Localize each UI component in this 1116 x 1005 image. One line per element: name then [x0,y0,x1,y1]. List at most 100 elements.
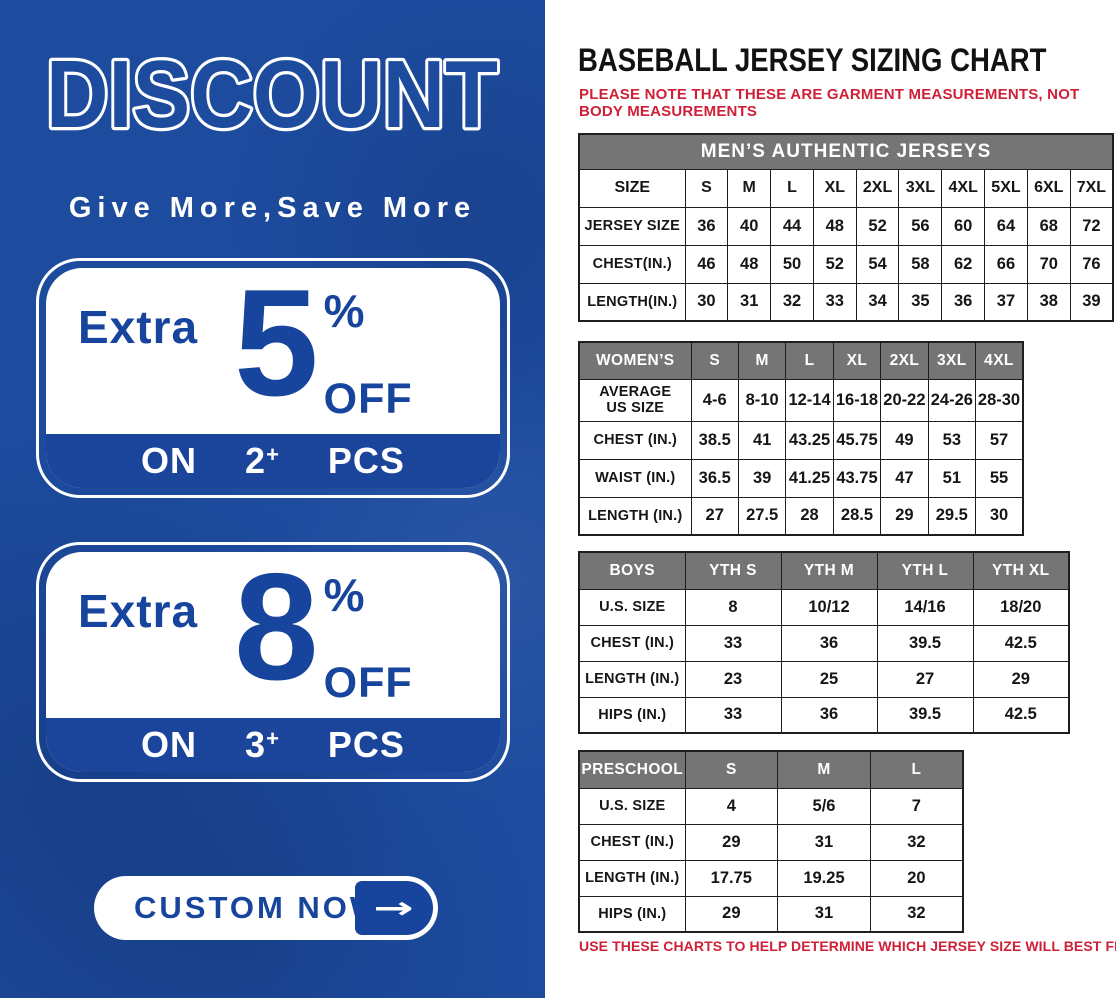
table-row: CHEST (IN.) 38.5 41 43.25 45.75 49 53 57 [578,420,1024,460]
size-value: 4-6 [690,378,739,422]
size-value: 8 [684,588,782,626]
size-value: 27 [690,496,739,536]
size-value: 7 [869,787,964,825]
size-value: 16-18 [832,378,882,422]
boys-sizing-table: BOYS YTH S YTH M YTH L YTH XL U.S. SIZE 8 10/12… [578,551,1070,734]
on-label: ON [141,724,198,765]
pcs-label: PCS [327,724,405,765]
size-column-header: L [869,750,964,789]
size-value: 39.5 [876,624,974,662]
size-value: 36 [684,206,729,246]
size-value: 36 [780,624,878,662]
size-column-header: M [777,750,871,789]
size-value: 52 [855,206,900,246]
table-row: CHEST (IN.) 29 31 32 [578,823,964,861]
size-value: 18/20 [972,588,1070,626]
size-value: 34 [855,282,900,322]
size-value: 46 [684,244,729,284]
cta-arrow-cap: → [355,881,433,935]
plus-sign: + [266,726,280,751]
table-row: HIPS (IN.) 29 31 32 [578,895,964,933]
offer-condition-band: ON 2+ PCS [46,434,500,488]
size-value: 25 [780,660,878,698]
garment-measurement-note: PLEASE NOTE THAT THESE ARE GARMENT MEASU… [579,86,1080,120]
row-label: LENGTH (IN.) [578,859,686,897]
row-label: JERSEY SIZE [578,206,686,246]
size-value: 32 [869,895,964,933]
promo-tagline: Give More,Save More [68,192,477,224]
size-value: 38 [1026,282,1071,322]
size-column-header: YTH S [684,551,782,590]
table-row: WAIST (IN.) 36.5 39 41.25 43.75 47 51 55 [578,458,1024,498]
table-row: AVERAGE US SIZE 4-6 8-10 12-14 16-18 20-22 24-2… [578,378,1024,422]
size-value: 68 [1026,206,1071,246]
size-column-header: S [684,168,729,208]
size-value: 27 [876,660,974,698]
size-value: 37 [984,282,1028,322]
table-banner-label: MEN’S AUTHENTIC JERSEYS [578,133,1114,170]
size-value: 43.75 [832,458,882,498]
offer-card-5-percent: Extra 5 % OFF ON 2+ PCS [36,258,510,498]
size-value: 38.5 [690,420,739,460]
size-value: 64 [984,206,1028,246]
table-row: LENGTH (IN.) 23 25 27 29 [578,660,1070,698]
size-column-header: 3XL [927,341,977,380]
arrow-right-icon: → [373,890,415,926]
table-row: U.S. SIZE 4 5/6 7 [578,787,964,825]
offer-card-inner: Extra 5 % OFF ON 2+ PCS [46,268,500,488]
size-column-header: SIZE [578,168,686,208]
size-column-header: 2XL [855,168,900,208]
size-value: 43.25 [785,420,834,460]
size-value: 35 [898,282,943,322]
size-value: 58 [898,244,943,284]
size-value: 32 [869,823,964,861]
offer-prefix: Extra [78,585,199,637]
size-value: 48 [812,206,857,246]
offer-percent-value: 8 [234,552,319,712]
size-value: 57 [975,420,1024,460]
row-label: CHEST (IN.) [578,420,692,460]
size-value: 19.25 [777,859,871,897]
size-column-header: L [770,168,814,208]
size-value: 70 [1026,244,1071,284]
offer-card-8-percent: Extra 8 % OFF ON 3+ PCS [36,542,510,782]
size-value: 41.25 [785,458,834,498]
size-column-header: 5XL [984,168,1028,208]
size-value: 29 [684,895,779,933]
size-value: 8-10 [737,378,787,422]
size-value: 24-26 [927,378,977,422]
row-label: CHEST (IN.) [578,624,686,662]
size-value: 28.5 [832,496,882,536]
size-column-header: S [684,750,779,789]
size-value: 33 [812,282,857,322]
pcs-label: PCS [327,440,405,481]
custom-now-button[interactable]: CUSTOM NOW → [94,876,438,940]
offer-prefix: Extra [78,301,199,353]
size-value: 56 [898,206,943,246]
offer-condition-band: ON 3+ PCS [46,718,500,772]
size-column-header: S [690,341,739,380]
preschool-sizing-table: PRESCHOOL S M L U.S. SIZE 4 5/6 7 CHEST (IN.) 29 3… [578,750,964,933]
size-value: 29 [972,660,1070,698]
size-value: 47 [880,458,929,498]
size-value: 50 [770,244,814,284]
size-value: 40 [727,206,772,246]
size-value: 42.5 [972,696,1070,734]
size-value: 29.5 [927,496,977,536]
size-column-header: 6XL [1026,168,1071,208]
table-banner: MEN’S AUTHENTIC JERSEYS [578,133,1114,170]
size-value: 53 [927,420,977,460]
size-column-header: XL [832,341,882,380]
size-column-header: M [727,168,772,208]
size-value: 29 [684,823,779,861]
size-value: 36 [941,282,986,322]
size-value: 33 [684,624,782,662]
plus-sign: + [266,442,280,467]
size-value: 39 [1069,282,1114,322]
size-column-header: 3XL [898,168,943,208]
table-header-row: SIZE S M L XL 2XL 3XL 4XL 5XL 6XL 7XL [578,168,1114,208]
size-value: 60 [941,206,986,246]
size-column-header: 4XL [975,341,1024,380]
size-value: 36 [780,696,878,734]
off-label: OFF [323,659,413,707]
